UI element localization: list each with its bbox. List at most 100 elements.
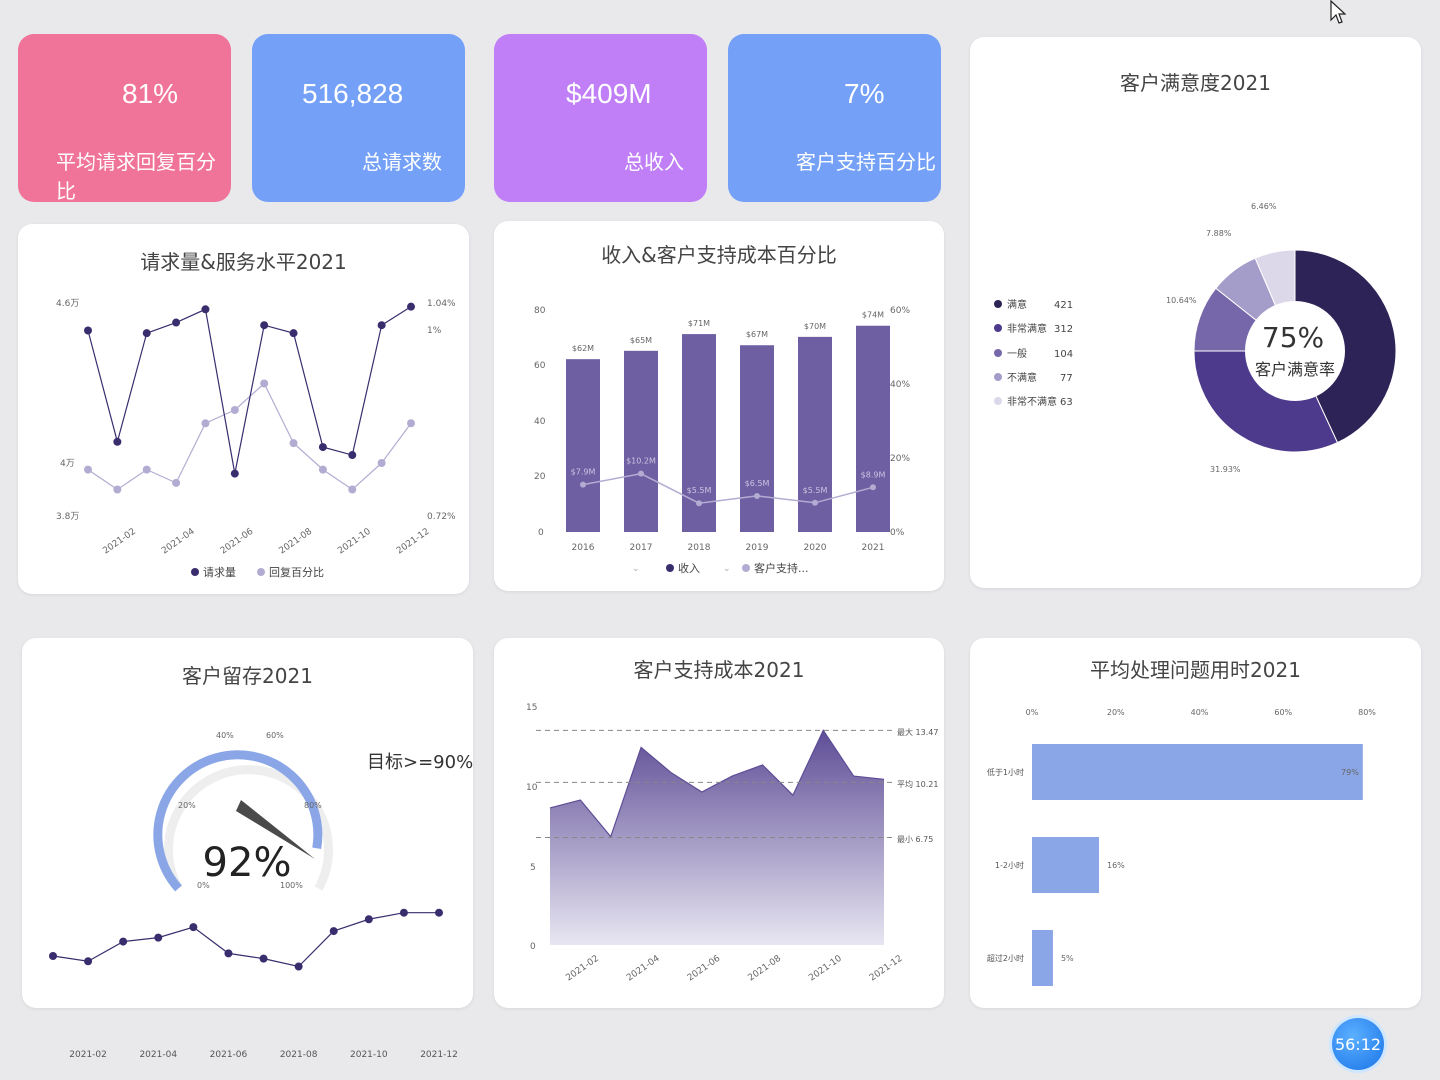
gauge-tick: 60% (266, 731, 284, 740)
x-tick: 2021-10 (807, 954, 844, 984)
right-tick: 20% (890, 454, 910, 464)
reply-rate-point (377, 459, 386, 467)
x-tick: 2021-10 (350, 1050, 388, 1060)
kpi-value: 7% (844, 78, 885, 109)
x-tick: 2021-06 (686, 954, 723, 984)
timer-badge[interactable]: 56:12 (1332, 1018, 1384, 1070)
x-tick: 2021-02 (101, 527, 138, 557)
retention-point (435, 908, 443, 917)
handle-time-bar (1032, 744, 1363, 800)
revenue-data-label: $62M (572, 344, 594, 353)
x-tick: 2017 (630, 543, 653, 553)
x-tick: 2021-02 (564, 954, 601, 984)
reply-rate-point (172, 478, 181, 487)
gauge-tick: 40% (216, 731, 234, 740)
kpi-card-support-rate: 7% 客户支持百分比 (728, 34, 941, 202)
gauge-tick: 100% (280, 881, 303, 890)
donut-hole (1245, 301, 1345, 401)
retention-point (189, 923, 198, 932)
revenue-bar (856, 325, 890, 532)
slice-label: 6.46% (1251, 202, 1277, 211)
kpi-label: 总收入 (624, 150, 684, 174)
left-tick: 0 (538, 528, 544, 538)
y-tick: 15 (526, 703, 537, 713)
revenue-data-label: $70M (804, 322, 826, 331)
mouse-cursor-icon (1330, 0, 1346, 24)
retention-point (119, 937, 128, 946)
retention-point (259, 954, 268, 963)
category-label: 超过2小时 (987, 953, 1024, 963)
legend-name: 满意 (1007, 298, 1027, 311)
right-tick: 1% (427, 326, 442, 336)
legend-dot (994, 373, 1002, 381)
kpi-label: 客户支持百分比 (796, 150, 936, 174)
kpi-value: 516,828 (302, 78, 404, 109)
category-label: 1-2小时 (995, 860, 1024, 870)
bar-data-label: 16% (1107, 861, 1125, 870)
request-chart: 4.6万 4万 3.8万 1.04% 1% 0.72% 2021-02 2021-… (56, 299, 456, 579)
kpi-card-total-requests: 516,828 总请求数 (252, 34, 465, 202)
left-tick: 4万 (60, 459, 75, 469)
handle-time-bar (1032, 930, 1053, 986)
reply-rate-point (201, 419, 210, 428)
x-tick: 2021-04 (160, 527, 197, 557)
legend-name: 非常满意 (1007, 322, 1047, 335)
category-label: 低于1小时 (987, 767, 1024, 777)
legend-count: 421 (1054, 300, 1073, 311)
x-tick: 60% (1274, 708, 1292, 717)
legend-label: 客户支持... (754, 561, 809, 575)
x-tick: 2018 (688, 543, 711, 553)
reply-rate-point (142, 465, 151, 474)
reply-rate-point (260, 379, 269, 388)
legend-chevron[interactable]: ⌄ (723, 564, 731, 574)
bar-data-label: 5% (1061, 954, 1074, 963)
request-chart-title: 请求量&服务水平2021 (140, 250, 347, 274)
x-tick: 80% (1358, 708, 1376, 717)
x-tick: 2021-06 (210, 1050, 248, 1060)
request-volume-line (87, 306, 412, 474)
right-tick: 60% (890, 306, 910, 316)
satisfaction-chart: 75% 客户满意率 31.93% 10.64% 7.88% 6.46% 满意 4… (994, 202, 1397, 474)
reply-rate-point (84, 465, 92, 474)
legend-label: 回复百分比 (269, 565, 324, 579)
target-label: 目标>=90% (367, 752, 473, 773)
x-tick: 2020 (804, 543, 827, 553)
kpi-card-reply-rate: 81% 平均请求回复百分比 (18, 34, 231, 203)
support-cost-data-label: $6.5M (745, 479, 770, 488)
donut-center-label: 客户满意率 (1255, 360, 1335, 379)
request-volume-point (348, 451, 357, 460)
support-cost-point (696, 500, 702, 507)
gauge-tick: 0% (197, 881, 210, 890)
retention-point (364, 915, 373, 924)
x-tick: 2019 (746, 543, 769, 553)
satisfaction-chart-title: 客户满意度2021 (1120, 71, 1271, 95)
request-volume-point (230, 469, 239, 478)
y-tick: 5 (530, 863, 536, 873)
gauge-value: 92% (203, 840, 292, 886)
legend-dot (994, 397, 1002, 405)
support-cost-point (870, 484, 876, 491)
x-tick: 2016 (572, 543, 595, 553)
handle-time-chart-card: 平均处理问题用时2021 0% 20% 40% 60% 80% 低于1小时 79% 1-2小时… (970, 638, 1421, 1008)
legend-count: 77 (1060, 373, 1073, 384)
slice-label: 31.93% (1210, 465, 1241, 474)
bar-data-label: 79% (1341, 768, 1359, 777)
revenue-chart: 80 60 40 20 0 60% 40% 20% 0% ⌄ 收入 ⌄ 客户支持… (534, 306, 910, 575)
right-tick: 0% (890, 528, 905, 538)
request-volume-point (289, 329, 298, 338)
ref-label-min: 最小 6.75 (897, 835, 933, 844)
kpi-value: 81% (122, 78, 179, 109)
legend-chevron[interactable]: ⌄ (632, 564, 640, 574)
request-volume-point (84, 326, 92, 335)
legend-label: 收入 (678, 561, 700, 575)
right-tick: 0.72% (427, 512, 456, 522)
request-volume-point (201, 305, 210, 314)
x-tick: 0% (1026, 708, 1039, 717)
request-volume-point (172, 318, 181, 327)
retention-point (224, 949, 233, 958)
support-cost-line (582, 472, 874, 504)
legend-count: 312 (1054, 324, 1073, 335)
request-volume-point (142, 329, 151, 338)
reply-rate-point (318, 465, 327, 474)
support-cost-data-label: $5.5M (803, 486, 828, 495)
